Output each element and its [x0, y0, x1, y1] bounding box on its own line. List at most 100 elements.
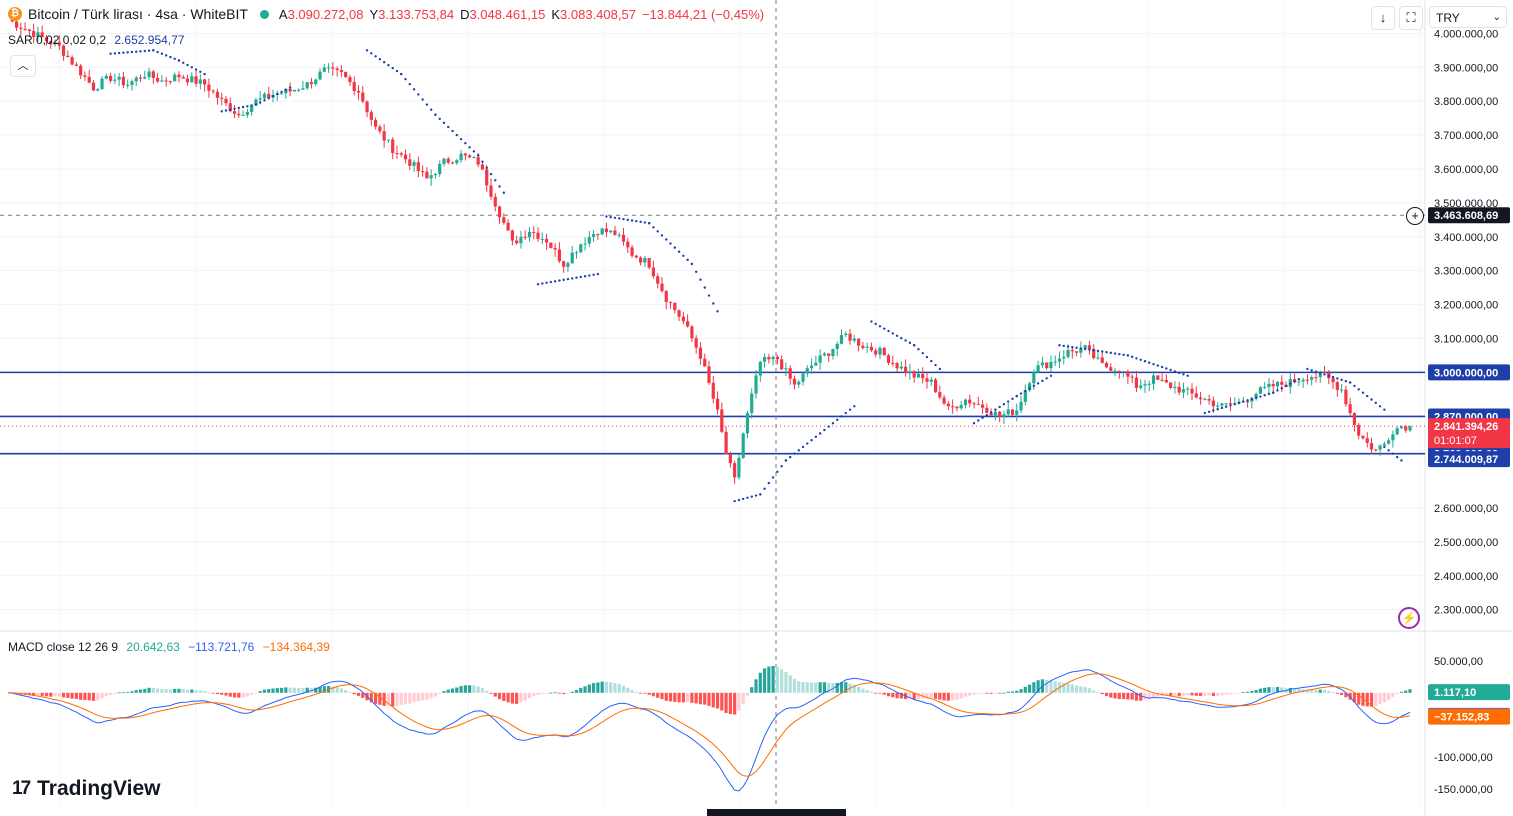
macd-histogram-bar: [831, 682, 835, 693]
macd-histogram-bar: [416, 692, 420, 702]
macd-histogram-bar: [544, 692, 549, 694]
candle-body: [724, 431, 728, 455]
macd-histogram-bar: [49, 692, 53, 697]
candle-body: [1040, 362, 1045, 366]
macd-histogram-bar: [506, 692, 510, 703]
candle-body: [1391, 434, 1395, 441]
candle-body: [318, 71, 322, 80]
sar-dot: [592, 273, 595, 276]
price-axis-tick-label: 3.100.000,00: [1434, 333, 1498, 345]
sar-dot: [404, 77, 407, 81]
sar-dot: [472, 150, 476, 153]
sar-dot: [801, 445, 805, 449]
macd-histogram-bar: [27, 692, 31, 696]
candle-body: [809, 365, 814, 369]
macd-histogram-bar: [570, 691, 574, 693]
macd-histogram-bar: [1045, 680, 1049, 693]
macd-histogram-bar: [1310, 689, 1314, 693]
fullscreen-button[interactable]: ⛶: [1399, 6, 1423, 30]
candle-body: [267, 93, 271, 98]
sar-dot: [699, 278, 702, 281]
candle-body: [57, 42, 61, 46]
macd-histogram-bar: [207, 692, 211, 693]
candle-body: [698, 347, 703, 359]
sar-dot: [1370, 398, 1373, 401]
sar-dot: [468, 146, 471, 149]
last-price-label: 2.841.394,26: [1434, 421, 1498, 433]
macd-histogram-bar: [895, 692, 899, 699]
sar-dot: [1254, 396, 1258, 399]
macd-histogram-bar: [121, 692, 126, 694]
sar-dot: [900, 336, 903, 340]
macd-histogram-bar: [489, 692, 493, 694]
sar-dot: [887, 329, 890, 333]
sar-dot: [1272, 391, 1275, 394]
macd-histogram-bar: [1228, 692, 1233, 695]
macd-histogram-bar: [57, 692, 61, 697]
macd-histogram-bar: [373, 692, 378, 704]
collapse-legend-button[interactable]: ︿: [10, 55, 36, 77]
candle-body: [1023, 390, 1027, 402]
candle-body: [1369, 442, 1374, 450]
candle-body: [314, 79, 318, 85]
candle-body: [207, 84, 211, 91]
candle-body: [1335, 382, 1339, 390]
macd-histogram-bar: [292, 687, 296, 693]
candle-body: [164, 80, 168, 82]
candle-body: [429, 175, 433, 179]
sar-dot: [750, 495, 753, 498]
macd-histogram-bar: [1275, 686, 1280, 693]
macd-histogram-bar: [1062, 682, 1066, 693]
sar-dot: [917, 348, 920, 351]
sar-dot: [682, 254, 685, 257]
candle-body: [1130, 376, 1134, 378]
sar-dot: [400, 72, 403, 76]
candle-body: [848, 333, 852, 341]
crosshair-price-label: 3.463.608,69: [1434, 210, 1498, 222]
macd-histogram-bar: [899, 692, 903, 699]
macd-histogram-bar: [617, 684, 621, 693]
macd-histogram-bar: [173, 688, 177, 693]
sar-dot: [1075, 346, 1078, 349]
symbol-title[interactable]: Bitcoin / Türk lirası · 4sa · WhiteBIT: [28, 6, 248, 22]
sar-dot: [566, 277, 570, 281]
price-axis-tick-label: 3.500.000,00: [1434, 198, 1498, 210]
candle-body: [301, 88, 305, 90]
currency-select[interactable]: TRY ⌄: [1429, 6, 1507, 28]
sar-legend[interactable]: SAR 0,02 0,02 0,2 2.652.954,77: [8, 33, 185, 47]
macd-histogram-bar: [694, 692, 698, 704]
sar-dot: [677, 250, 681, 253]
candle-body: [476, 157, 480, 165]
macd-histogram-bar: [1109, 692, 1113, 698]
lightning-icon[interactable]: ⚡: [1398, 607, 1420, 629]
macd-histogram-bar: [275, 688, 279, 693]
macd-histogram-bar: [211, 692, 215, 694]
candle-body: [686, 321, 690, 327]
macd-histogram-bar: [566, 692, 570, 694]
macd-histogram-bar: [53, 692, 57, 697]
sar-dot: [160, 52, 164, 55]
sar-dot: [741, 497, 745, 501]
macd-histogram-bar: [587, 684, 591, 693]
sar-dot: [656, 230, 659, 233]
macd-histogram-bar: [147, 687, 151, 693]
macd-histogram-bar: [643, 692, 647, 694]
candle-body: [468, 155, 472, 158]
macd-histogram-bar: [459, 685, 463, 693]
candle-body: [382, 131, 386, 141]
sar-dot: [1344, 379, 1348, 383]
download-button[interactable]: ↓: [1371, 6, 1395, 30]
add-alert-icon[interactable]: +: [1406, 207, 1424, 225]
macd-legend[interactable]: MACD close 12 26 9 20.642,63 −113.721,76…: [8, 640, 330, 654]
candle-body: [463, 153, 467, 156]
candle-body: [1374, 449, 1378, 451]
crosshair-time-label: [707, 809, 846, 816]
candle-body: [886, 355, 891, 363]
candle-body: [211, 90, 215, 92]
macd-histogram-bar: [801, 682, 805, 693]
macd-histogram-bar: [369, 692, 373, 703]
candle-body: [1027, 383, 1032, 391]
tradingview-logo[interactable]: 17 TradingView: [12, 777, 160, 801]
candle-body: [852, 338, 856, 341]
